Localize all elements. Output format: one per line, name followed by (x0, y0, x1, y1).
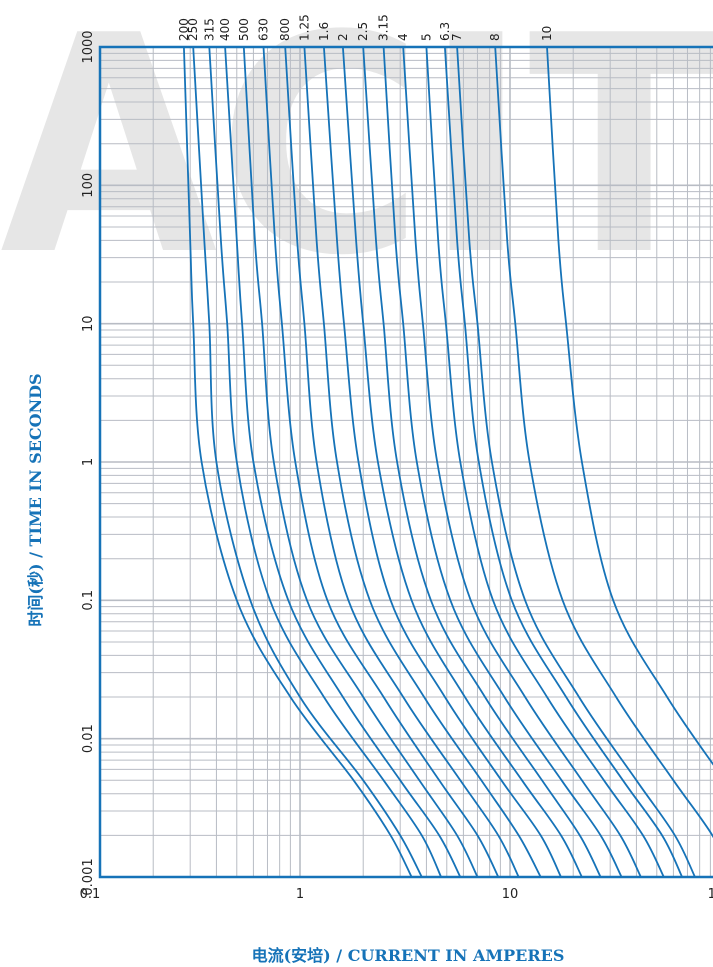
y-tick-label: 1 (81, 458, 96, 466)
rating-label-10: 10 (540, 26, 554, 41)
rating-label-3.15: 3.15 (377, 14, 391, 41)
curve-630 (262, 47, 500, 877)
curve-315 (208, 47, 442, 877)
plot-grid (100, 47, 713, 877)
curve-200 (183, 47, 413, 877)
curve-5 (425, 47, 665, 877)
curve-6.3 (444, 47, 683, 877)
x-axis-title: 电流(安培) / CURRENT IN AMPERES (252, 946, 565, 965)
x-tick-label: 100 (708, 887, 713, 902)
curve-3.15 (382, 47, 623, 877)
y-tick-label: 1000 (81, 30, 96, 63)
curve-2.5 (362, 47, 602, 877)
rating-label-1.25: 1.25 (297, 14, 311, 41)
y-tick-label: 0.01 (81, 724, 96, 753)
curve-800 (284, 47, 520, 877)
rating-label-1.6: 1.6 (317, 22, 331, 41)
rating-label-2.5: 2.5 (356, 22, 370, 41)
plot-curves (183, 47, 713, 877)
curve-500 (242, 47, 479, 877)
curve-250 (192, 47, 423, 877)
curve-10 (546, 47, 713, 766)
curve-400 (224, 47, 462, 877)
curve-1.6 (323, 47, 562, 877)
x-tick-label: 10 (502, 887, 519, 902)
rating-label-200: 200 (177, 18, 191, 41)
rating-label-800: 800 (278, 18, 292, 41)
x-tick-label: 1 (296, 887, 304, 902)
y-tick-label: 100 (81, 173, 96, 198)
rating-label-250: 250 (186, 18, 200, 41)
y-axis-title: 时间(秒) / TIME IN SECONDS (26, 373, 45, 626)
curve-2 (342, 47, 583, 877)
rating-label-500: 500 (237, 18, 251, 41)
y-tick-labels: 0.001 0.01 0.1 1 10 100 1000 (81, 30, 96, 895)
curve-7 (456, 47, 696, 877)
curve-4 (402, 47, 642, 877)
plot-frame (98, 45, 713, 879)
x-tick-label: 0.1 (80, 887, 101, 902)
curve-1.25 (303, 47, 542, 877)
y-tick-label: 10 (81, 315, 96, 332)
rating-label-4: 4 (396, 33, 410, 41)
rating-label-6.3: 6.3 (438, 22, 452, 41)
x-tick-labels: 0.1 1 10 100 (80, 887, 713, 902)
rating-label-2: 2 (336, 33, 350, 41)
rating-label-630: 630 (257, 18, 271, 41)
y-tick-label: 0.1 (81, 590, 96, 611)
rating-label-5: 5 (419, 33, 433, 41)
curve-8 (494, 47, 713, 839)
rating-label-8: 8 (488, 33, 502, 41)
rating-label-7: 7 (450, 33, 464, 41)
rating-label-315: 315 (202, 18, 216, 41)
rating-label-400: 400 (218, 18, 232, 41)
y-tick-label: 0.001 (81, 858, 96, 895)
